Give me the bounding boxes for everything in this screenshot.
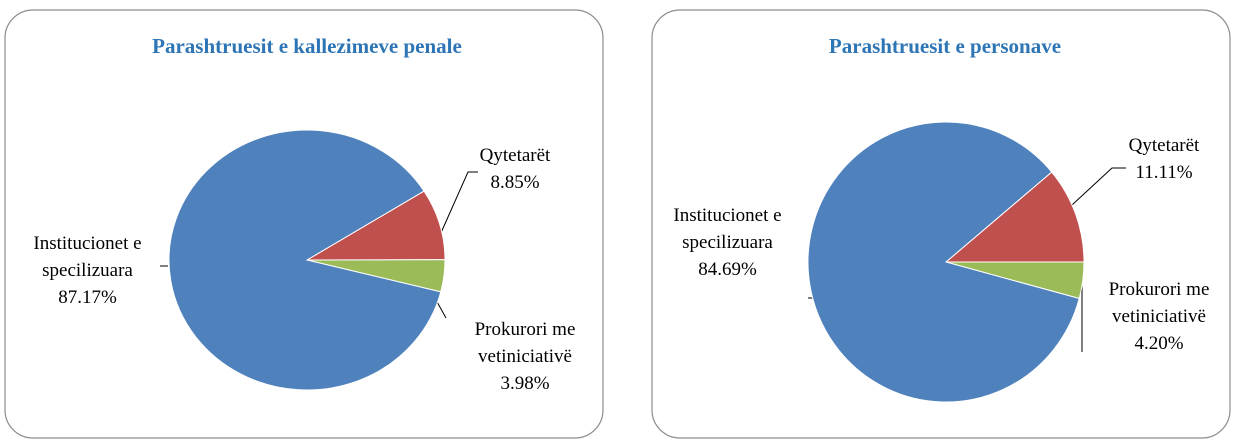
category-label: Prokurori me vetiniciativë — [1108, 279, 1210, 327]
value-label: 3.98% — [500, 373, 550, 394]
pie-slice — [944, 171, 1085, 263]
value-label: 4.20% — [1134, 333, 1184, 354]
chart-title: Parashtruesit e kallezimeve penale — [152, 34, 462, 58]
value-label: 84.69% — [698, 259, 757, 280]
leader-line — [1071, 167, 1126, 206]
category-label: Institucionet e specilizuara — [33, 233, 142, 281]
category-label: Qytetarët — [1128, 135, 1200, 156]
pie-slice — [168, 129, 442, 391]
pie-slice — [807, 121, 1080, 403]
value-label: 11.11% — [1135, 162, 1193, 183]
chart-title: Parashtruesit e personave — [828, 34, 1062, 58]
category-label: Prokurori me vetiniciativë — [474, 319, 576, 367]
value-label: 87.17% — [58, 287, 117, 308]
data-label: Institucionet e specilizuara 87.17% — [20, 230, 155, 311]
category-label: Qytetarët — [479, 145, 551, 166]
data-label: Institucionet e specilizuara 84.69% — [655, 202, 800, 283]
data-label: Qytetarët 11.11% — [1100, 132, 1228, 186]
data-label: Qytetarët 8.85% — [455, 142, 575, 196]
data-label: Prokurori me vetiniciativë 4.20% — [1085, 276, 1233, 357]
category-label: Institucionet e specilizuara — [673, 205, 782, 253]
leader-line — [439, 171, 478, 236]
data-label: Prokurori me vetiniciativë 3.98% — [450, 316, 600, 397]
value-label: 8.85% — [490, 172, 540, 193]
